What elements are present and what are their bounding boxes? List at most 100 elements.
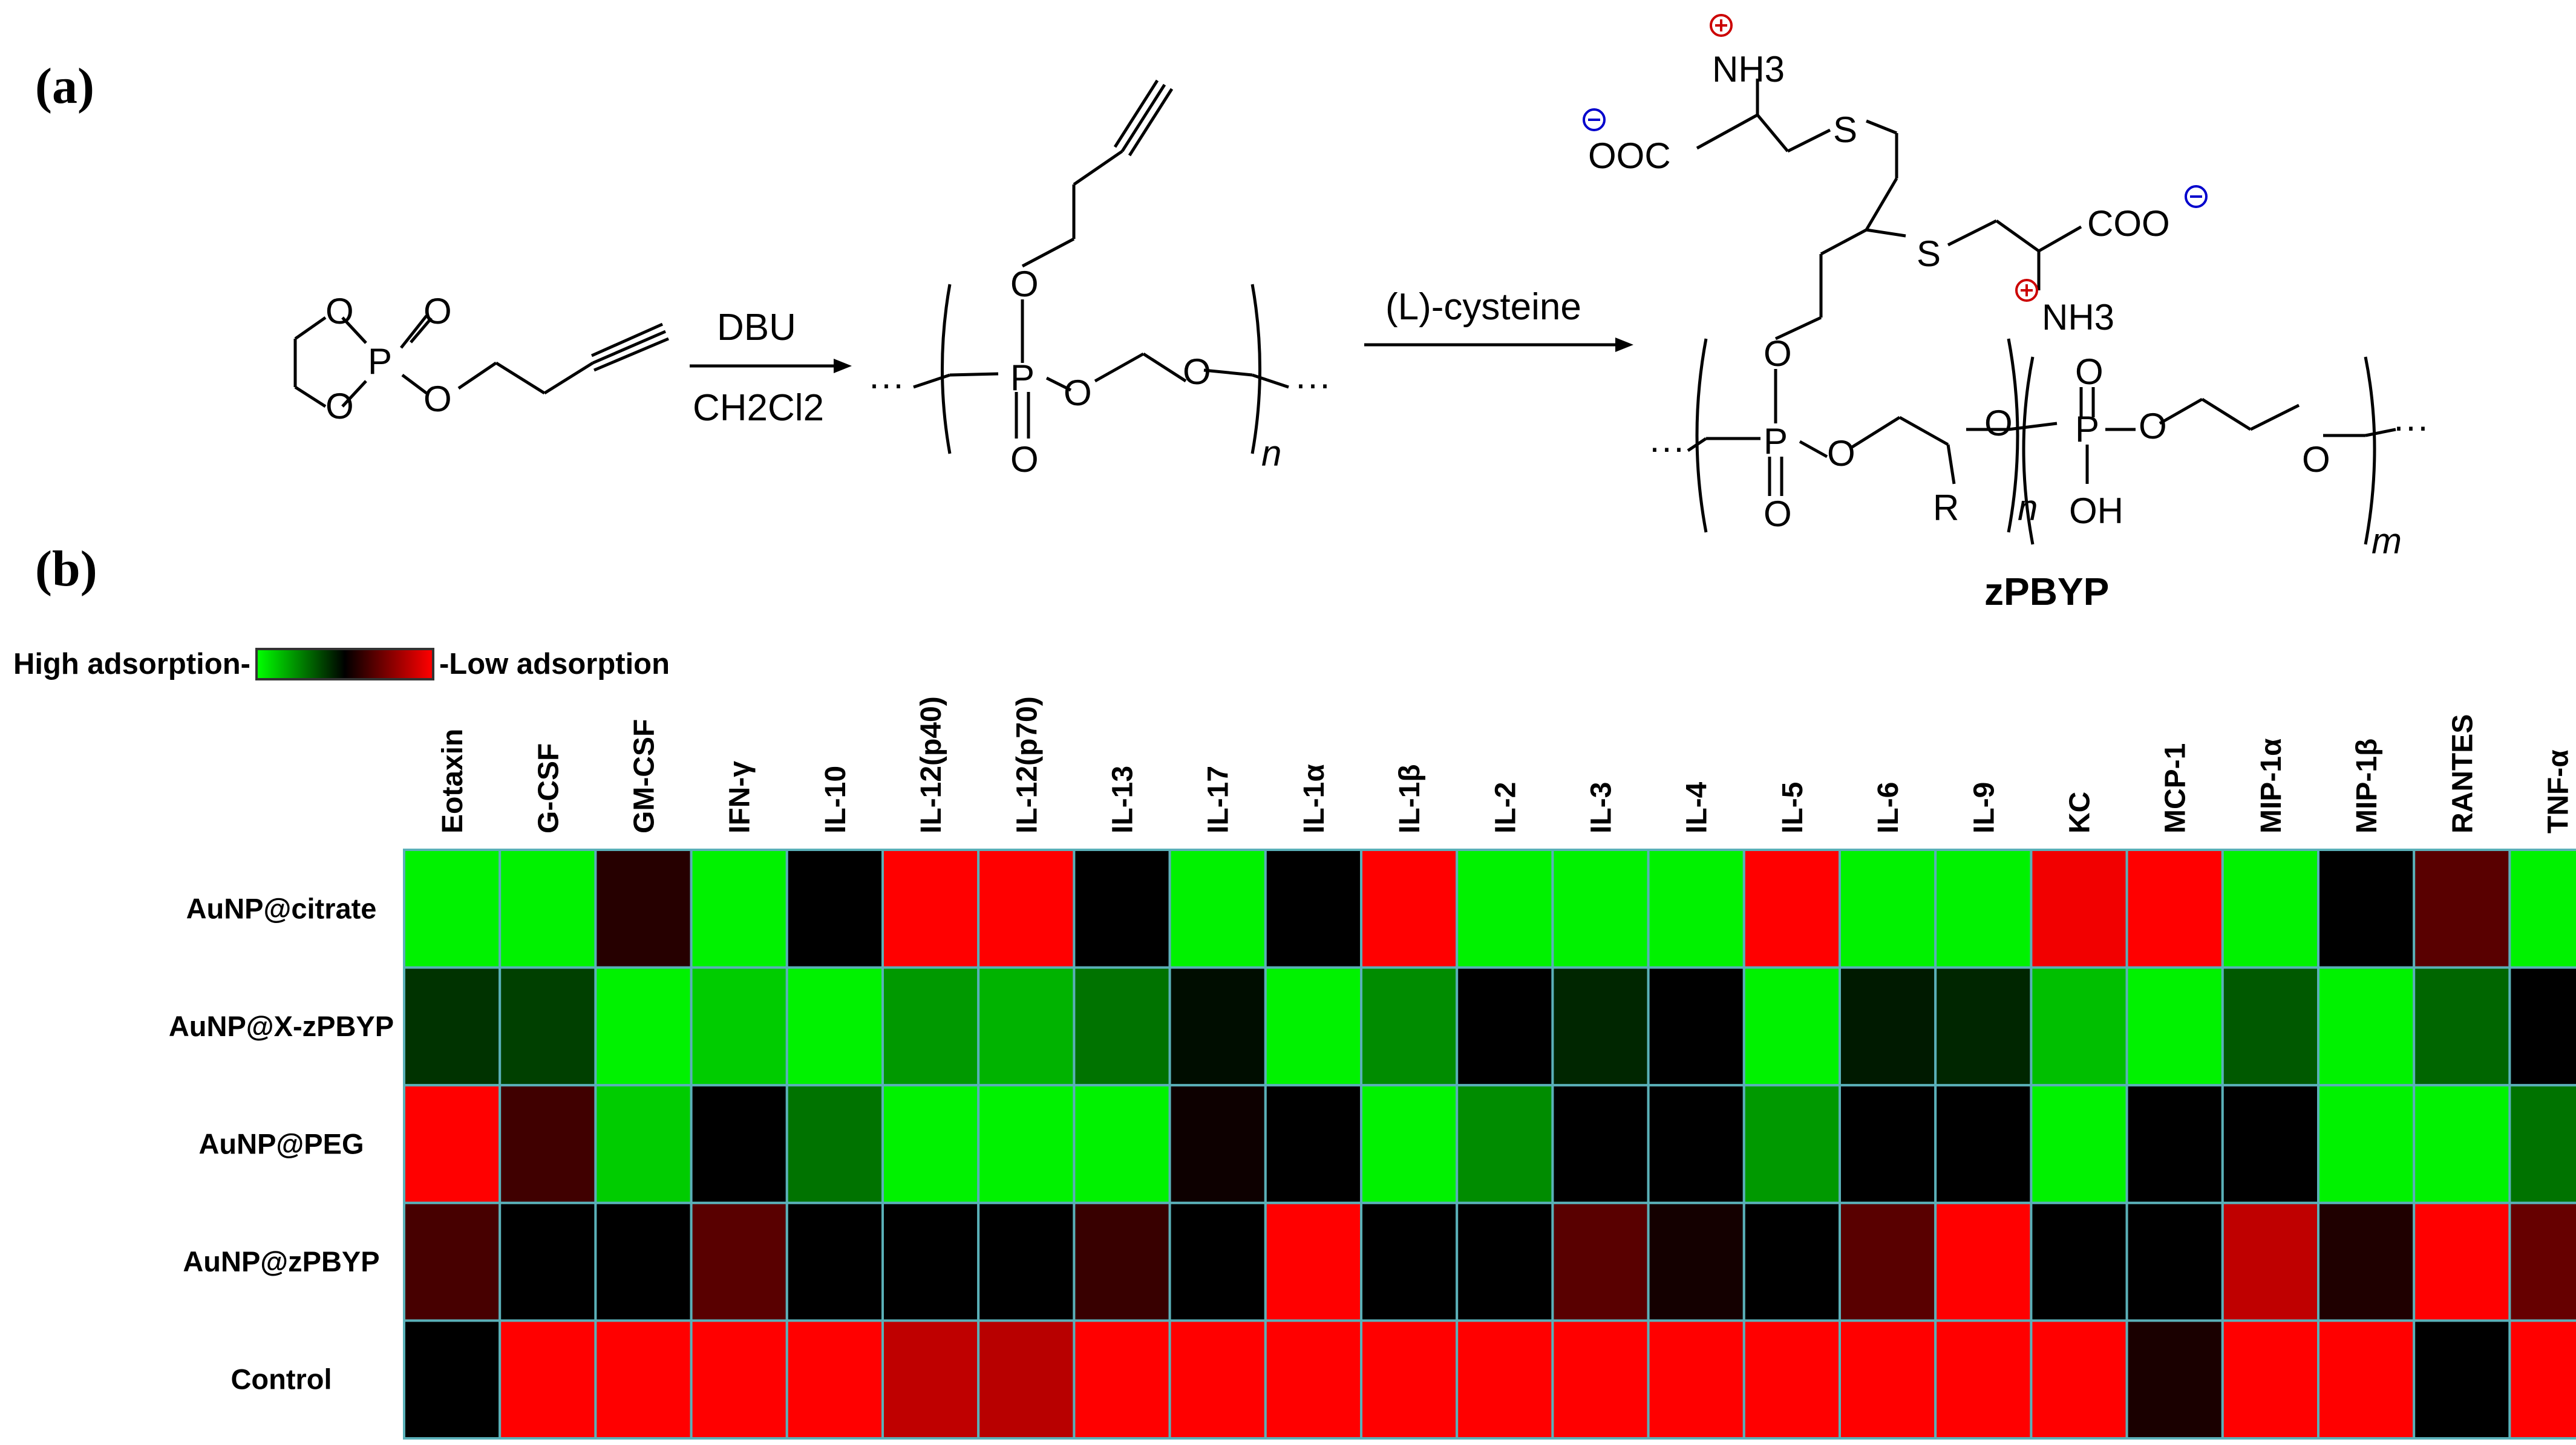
legend-high-label: High adsorption — [13, 648, 241, 680]
heatmap-cell — [1168, 849, 1267, 969]
heatmap-cell — [1934, 1201, 2033, 1322]
heatmap-cell — [1456, 1201, 1554, 1322]
atom-o: O — [423, 291, 452, 331]
column-label: IL-9 — [1968, 782, 2000, 833]
arrow-1 — [690, 359, 852, 373]
heatmap-cell — [1551, 1084, 1650, 1204]
heatmap-cell — [499, 966, 597, 1087]
heatmap-cell — [1264, 1084, 1363, 1204]
heatmap-cell — [1168, 1084, 1267, 1204]
cyclic-phosphate-monomer — [293, 315, 669, 408]
heatmap-cell — [977, 966, 1076, 1087]
heatmap-cell — [2508, 849, 2576, 969]
heatmap-cell — [1073, 966, 1171, 1087]
heatmap-cell — [1168, 966, 1267, 1087]
atom-o: O — [1764, 333, 1792, 374]
heatmap-cell — [499, 1201, 597, 1322]
column-label: IL-1β — [1394, 764, 1426, 833]
heatmap-cell — [881, 849, 980, 969]
ellipsis-left: ··· — [868, 364, 904, 404]
row-label: AuNP@zPBYP — [183, 1245, 379, 1277]
heatmap-cell — [1264, 1201, 1363, 1322]
atom-nh3: NH3 — [1712, 49, 1785, 90]
column-label: KC — [2064, 792, 2096, 833]
panel-label-b: (b) — [35, 541, 97, 597]
heatmap-cell — [2317, 1319, 2416, 1440]
atom-p: P — [368, 341, 392, 382]
heatmap-cell — [1934, 849, 2033, 969]
panel-label-a: (a) — [35, 58, 94, 114]
heatmap-cell — [1073, 1201, 1171, 1322]
heatmap-cell — [1551, 966, 1650, 1087]
heatmap-cell — [594, 1084, 693, 1204]
heatmap-cell — [403, 1319, 502, 1440]
heatmap-cell — [2413, 966, 2511, 1087]
heatmap-cell — [2221, 1084, 2320, 1204]
heatmap-cell — [2125, 966, 2224, 1087]
column-label: G-CSF — [532, 743, 564, 833]
atom-o: O — [1984, 403, 2013, 443]
column-label: RANTES — [2447, 714, 2479, 833]
atom-p: P — [2075, 409, 2099, 449]
heatmap-cell — [2413, 849, 2511, 969]
heatmap-cell — [690, 1201, 788, 1322]
reaction-scheme: (a) O O P O O DBU CH2Cl2 — [35, 14, 2429, 611]
atom-o: O — [325, 291, 354, 331]
heatmap-cell — [785, 1201, 884, 1322]
heatmap-cell — [1742, 849, 1842, 969]
atom-ooc: OOC — [1588, 135, 1671, 176]
heatmap-cell — [690, 1084, 788, 1204]
heatmap-cell — [403, 1201, 502, 1322]
heatmap-cell — [1742, 966, 1842, 1087]
heatmap-cell — [1551, 849, 1650, 969]
heatmap-cell — [1456, 1084, 1554, 1204]
heatmap-cell — [1264, 849, 1363, 969]
reagent-cysteine: (L)-cysteine — [1385, 286, 1581, 328]
heatmap-cell — [1360, 1319, 1459, 1440]
atom-o: O — [1064, 373, 1092, 413]
heatmap-cell — [2317, 1201, 2416, 1322]
heatmap-cell — [2413, 1084, 2511, 1204]
heatmap-cell — [690, 966, 788, 1087]
heatmap-cell — [1456, 1319, 1554, 1440]
atom-r: R — [1933, 488, 1959, 528]
column-label: IL-4 — [1681, 781, 1713, 833]
zpbyp-charges — [1583, 14, 2208, 302]
arrow-2 — [1364, 338, 1633, 352]
heatmap-cell — [785, 966, 884, 1087]
heatmap-cell — [1839, 966, 1937, 1087]
heatmap-cell — [1073, 1319, 1171, 1440]
heatmap-cell — [2413, 1319, 2511, 1440]
heatmap-cell — [499, 1319, 597, 1440]
heatmap-cell — [1264, 966, 1363, 1087]
heatmap-cell — [2508, 1319, 2576, 1440]
atom-p: P — [1764, 421, 1788, 462]
heatmap-cell — [977, 1201, 1076, 1322]
row-label: Control — [230, 1363, 332, 1395]
heatmap-cell — [1742, 1319, 1842, 1440]
heatmap-cell — [977, 1084, 1076, 1204]
heatmap-cell — [2317, 966, 2416, 1087]
atom-o: O — [1010, 439, 1039, 480]
atom-o: O — [1827, 433, 1855, 474]
atom-o: O — [1010, 264, 1039, 304]
heatmap-cell — [881, 966, 980, 1087]
heatmap-cell — [881, 1084, 980, 1204]
heatmap-cell — [2508, 966, 2576, 1087]
heatmap-cell — [2125, 1084, 2224, 1204]
heatmap-cell — [1551, 1201, 1650, 1322]
row-label: AuNP@citrate — [186, 892, 377, 924]
atom-o: O — [2075, 351, 2104, 392]
polymer-zpbyp — [1687, 79, 2396, 545]
ellipsis-left: ··· — [1649, 427, 1685, 468]
column-label: MCP-1 — [2160, 743, 2192, 833]
heatmap-cell — [2030, 849, 2128, 969]
heatmap-cell — [1360, 1201, 1459, 1322]
atom-o: O — [1183, 351, 1211, 392]
reagent-dbu: DBU — [717, 307, 796, 348]
heatmap-cell — [977, 849, 1076, 969]
column-label: GM-CSF — [629, 719, 661, 833]
heatmap-cell — [2508, 1201, 2576, 1322]
heatmap-cell — [1456, 966, 1554, 1087]
heatmap-cell — [1168, 1201, 1267, 1322]
